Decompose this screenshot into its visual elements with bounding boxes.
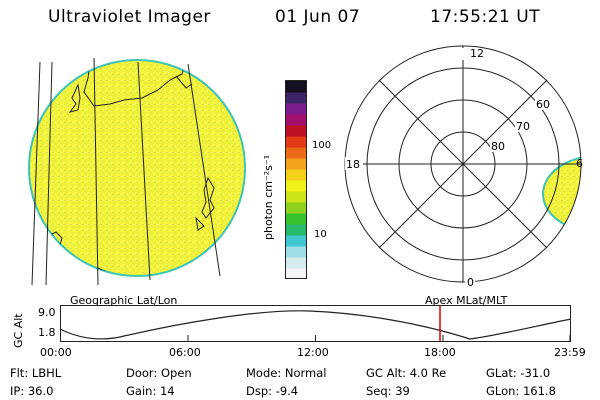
timeline-ytick-low: 1.8: [38, 326, 56, 339]
polar-plot: 12 18 6 0 60 70 80: [344, 45, 583, 289]
timeline-xtick-0600: 06:00: [169, 346, 201, 359]
colorbar-band: [286, 180, 306, 192]
colorbar-band: [286, 235, 306, 247]
mlat-label-60: 60: [536, 98, 550, 111]
auroral-blob: [542, 155, 581, 233]
colorbar-band: [286, 268, 306, 280]
status-seq: Seq: 39: [366, 384, 410, 398]
imager-title: Ultraviolet Imager: [48, 7, 211, 27]
status-gc-alt: GC Alt: 4.0 Re: [366, 366, 447, 380]
mlt-label-6: 6: [576, 157, 583, 170]
polar-grid: [344, 45, 582, 283]
timeline-ytick-high: 9.0: [38, 306, 56, 319]
colorbar: [285, 80, 307, 280]
status-ip: IP: 36.0: [10, 384, 54, 398]
mlt-label-18: 18: [346, 158, 360, 171]
timeline-xtick-0000: 00:00: [40, 346, 72, 359]
colorbar-band: [286, 92, 306, 104]
status-door: Door: Open: [126, 366, 192, 380]
longitude-lines: [31, 57, 221, 286]
colorbar-band: [286, 224, 306, 236]
altitude-curve: [60, 310, 572, 340]
timeline-xtick-2359: 23:59: [554, 346, 586, 359]
mlat-label-80: 80: [491, 140, 505, 153]
colorbar-band: [286, 191, 306, 203]
status-dsp: Dsp: -9.4: [246, 384, 299, 398]
status-glat: GLat: -31.0: [486, 366, 551, 380]
status-mode: Mode: Normal: [246, 366, 327, 380]
mlat-label-70: 70: [516, 120, 530, 133]
colorbar-band: [286, 125, 306, 137]
colorbar-unit-label: photon cm⁻²s⁻¹: [262, 154, 275, 240]
colorbar-tick-100: 100: [312, 140, 332, 151]
timeline-plot: [60, 305, 572, 342]
timeline-xtick-1200: 12:00: [297, 346, 329, 359]
apex-label: Apex MLat/MLT: [425, 294, 508, 307]
timeline-axis-label: GC Alt: [12, 313, 25, 348]
colorbar-band: [286, 202, 306, 214]
colorbar-band: [286, 158, 306, 170]
colorbar-tick-10: 10: [314, 229, 327, 240]
colorbar-band: [286, 114, 306, 126]
colorbar-band: [286, 257, 306, 269]
earth-disk: [28, 59, 246, 277]
mlt-label-12: 12: [470, 47, 484, 60]
date-label: 01 Jun 07: [275, 7, 361, 27]
mlt-label-0: 0: [467, 276, 474, 289]
time-label: 17:55:21 UT: [430, 7, 541, 27]
colorbar-band: [286, 81, 306, 93]
status-glon: GLon: 161.8: [486, 384, 556, 398]
timeline-ticks: [60, 335, 571, 342]
colorbar-band: [286, 213, 306, 225]
geographic-label: Geographic Lat/Lon: [70, 294, 178, 307]
status-gain: Gain: 14: [126, 384, 175, 398]
colorbar-band: [286, 136, 306, 148]
colorbar-band: [286, 246, 306, 258]
timeline-xtick-1800: 18:00: [424, 346, 456, 359]
geographic-image: [28, 57, 246, 286]
status-flt: Flt: LBHL: [10, 366, 62, 380]
colorbar-band: [286, 169, 306, 181]
colorbar-band: [286, 147, 306, 159]
colorbar-band: [286, 103, 306, 115]
